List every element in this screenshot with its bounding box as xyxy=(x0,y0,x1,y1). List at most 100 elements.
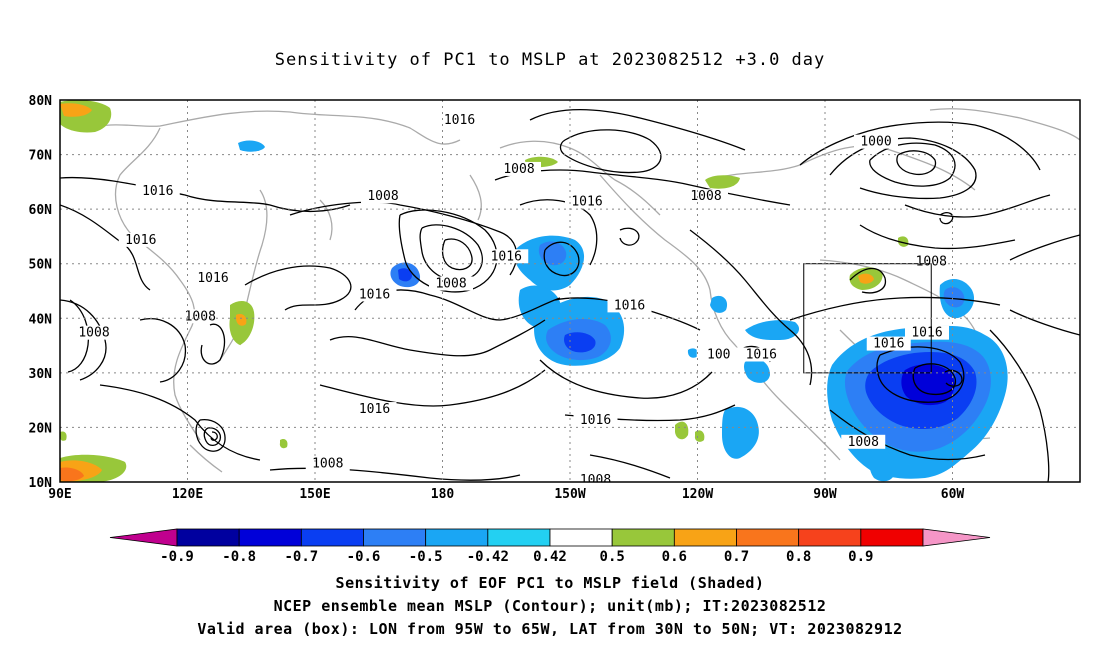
colorbar-segment xyxy=(300,528,364,547)
lon-label: 150W xyxy=(554,487,585,502)
mslp-contours xyxy=(60,109,1080,482)
sensitivity-shade xyxy=(722,406,759,459)
colorbar-label: -0.9 xyxy=(160,549,194,565)
lon-label: 150E xyxy=(299,487,330,502)
caption-line-1: Sensitivity of EOF PC1 to MSLP field (Sh… xyxy=(335,574,765,592)
map-frame xyxy=(59,99,1081,483)
contour-label: 1016 xyxy=(580,413,611,428)
sensitivity-shade xyxy=(238,140,265,152)
contour-label-bg xyxy=(135,183,180,198)
sensitivity-shade xyxy=(705,175,740,189)
lat-lon-grid xyxy=(60,100,1080,482)
contour-label: 100 xyxy=(707,347,730,362)
colorbar-label: -0.5 xyxy=(409,549,443,565)
colorbar-label: -0.7 xyxy=(284,549,318,565)
contour-label: 1008 xyxy=(78,326,109,341)
contour-label: 1016 xyxy=(359,287,390,302)
colorbar-label: 0.8 xyxy=(786,549,811,565)
contour-label: 1008 xyxy=(312,457,343,472)
contour-label-bg xyxy=(178,309,223,324)
contour-label-bg xyxy=(909,254,954,269)
contour-label: 1008 xyxy=(848,435,879,450)
contour-label: 1008 xyxy=(503,162,534,177)
contour-label: 1008 xyxy=(916,255,947,270)
colorbar-segment xyxy=(425,528,489,547)
sensitivity-shade xyxy=(694,430,705,442)
colorbar-segment xyxy=(736,528,800,547)
sensitivity-shade xyxy=(538,241,567,266)
colorbar-segment xyxy=(487,528,551,547)
contour-label: 1008 xyxy=(690,189,721,204)
sensitivity-shade xyxy=(869,448,895,482)
colorbar xyxy=(109,528,991,547)
colorbar-label: -0.6 xyxy=(347,549,381,565)
contour-label-bg xyxy=(866,336,911,351)
contour-label-bg xyxy=(118,232,163,247)
lat-label: 20N xyxy=(29,421,53,436)
contour-label: 1016 xyxy=(911,326,942,341)
contour-label-bg xyxy=(565,194,609,209)
contour-label: 1016 xyxy=(571,195,602,210)
contour-label: 1008 xyxy=(185,309,216,324)
contour-label-bg xyxy=(497,161,541,176)
contour-label-bg xyxy=(72,325,116,340)
colorbar-label: 0.7 xyxy=(724,549,749,565)
contour-label-bg xyxy=(484,249,529,264)
contour-label: 1016 xyxy=(614,298,645,313)
sensitivity-shade xyxy=(901,364,955,406)
contour-label: 1016 xyxy=(125,233,156,248)
sensitivity-shade xyxy=(279,438,288,449)
lat-label: 50N xyxy=(29,258,53,273)
contour-label-bg xyxy=(854,134,898,149)
lon-label: 120E xyxy=(172,487,203,502)
contour-label: 1016 xyxy=(491,249,522,264)
contour-label-bg xyxy=(573,473,618,482)
colorbar-label: -0.42 xyxy=(467,549,509,565)
sensitivity-shade xyxy=(675,421,689,440)
contour-label-bg xyxy=(905,325,949,340)
contour-label: 1016 xyxy=(873,337,904,352)
contour-label: 1008 xyxy=(367,189,398,204)
sensitivity-shade xyxy=(60,103,92,117)
contour-label: 1000 xyxy=(860,135,891,150)
colorbar-label: 0.5 xyxy=(600,549,625,565)
colorbar-segment xyxy=(176,528,240,547)
contour-label-bg xyxy=(361,189,405,204)
contour-labels: 1016 1016 1016 1008 1008 1008 1008 1016 1016 1008… xyxy=(72,112,954,482)
sensitivity-shade xyxy=(60,467,84,482)
contour-label-bg xyxy=(573,412,618,427)
lat-label: 80N xyxy=(29,94,53,109)
sensitivity-shade xyxy=(744,358,770,383)
caption-line-3: Valid area (box): LON from 95W to 65W, L… xyxy=(197,620,903,638)
sensitivity-shade xyxy=(60,431,67,441)
contour-label-bg xyxy=(352,287,397,302)
colorbar-label: -0.8 xyxy=(222,549,256,565)
contour-label-bg xyxy=(429,276,473,291)
lat-label: 30N xyxy=(29,367,53,382)
colorbar-segment xyxy=(860,528,924,547)
lon-label: 90W xyxy=(813,487,837,502)
colorbar-labels: -0.9 -0.8 -0.7 -0.6 -0.5 -0.42 0.42 0.5 0.6 0.7 0.… xyxy=(160,549,873,565)
colorbar-arrow-right xyxy=(922,528,991,547)
colorbar-arrow-left xyxy=(109,528,178,547)
contour-label-bg xyxy=(352,402,397,417)
contour-label-bg xyxy=(191,271,235,286)
sensitivity-shade xyxy=(858,273,874,284)
longitude-labels: 90E 120E 150E 180 150W 120W 90W 60W xyxy=(48,487,964,502)
colorbar-segment xyxy=(549,528,613,547)
contour-label-bg xyxy=(437,112,482,127)
latitude-labels: 80N 70N 60N 50N 40N 30N 20N 10N xyxy=(29,94,53,491)
colorbar-segment xyxy=(798,528,862,547)
contour-label: 1016 xyxy=(142,184,173,199)
lat-label: 60N xyxy=(29,203,53,218)
lat-label: 10N xyxy=(29,476,53,491)
colorbar-label: 0.42 xyxy=(533,549,567,565)
sensitivity-shade xyxy=(398,268,412,282)
sensitivity-shade xyxy=(236,314,247,326)
contour-label: 1016 xyxy=(197,271,228,286)
lat-label: 40N xyxy=(29,312,53,327)
sensitivity-shade xyxy=(943,287,965,308)
lon-label: 60W xyxy=(941,487,965,502)
contour-label-bg xyxy=(739,347,784,362)
